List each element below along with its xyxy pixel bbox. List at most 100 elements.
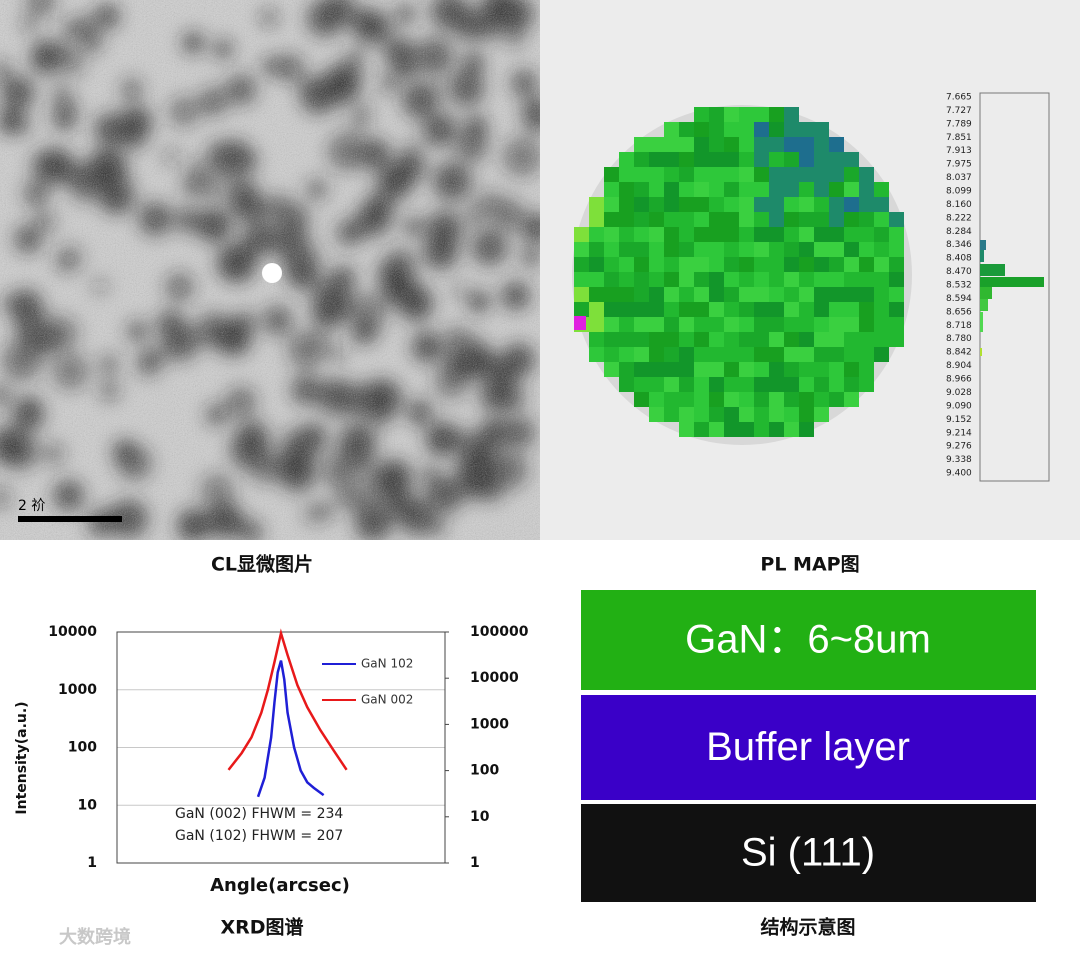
pl-cell [574,302,589,317]
pl-cell [634,227,649,242]
pl-cell [709,317,724,332]
scale-label: 8.284 [946,227,972,237]
pl-cell [664,152,679,167]
pl-cell [709,347,724,362]
pl-cell [709,362,724,377]
pl-cell [634,287,649,302]
pl-cell [619,317,634,332]
pl-cell [784,167,799,182]
pl-cell [829,242,844,257]
pl-cell [889,257,904,272]
pl-cell [754,197,769,212]
pl-cell [784,317,799,332]
pl-cell [709,272,724,287]
pl-cell [814,137,829,152]
pl-cell [799,227,814,242]
scale-label: 7.727 [946,106,972,116]
pl-cell [799,362,814,377]
pl-cell [709,392,724,407]
pl-cell [754,182,769,197]
pl-cell [694,377,709,392]
pl-cell [739,377,754,392]
pl-cell [679,182,694,197]
pl-cell [724,107,739,122]
pl-cell [799,422,814,437]
pl-cell [769,242,784,257]
pl-cell [754,122,769,137]
pl-cell [694,272,709,287]
pl-cell [679,167,694,182]
pl-cell [664,362,679,377]
pl-cell [799,122,814,137]
pl-cell [874,257,889,272]
pl-cell [784,272,799,287]
pl-cell [604,242,619,257]
x-axis-label: Angle(arcsec) [210,875,350,896]
pl-cell [679,392,694,407]
pl-cell [679,152,694,167]
pl-cell [769,197,784,212]
pl-cell [604,212,619,227]
pl-cell [649,317,664,332]
pl-cell [619,302,634,317]
pl-cell [649,407,664,422]
y-tick-label: 1 [87,855,97,871]
pl-cell [784,422,799,437]
pl-cell [799,152,814,167]
scale-label: 7.975 [946,160,972,170]
scale-label: 2 祄 [18,497,45,514]
pl-cell [679,242,694,257]
pl-cell [769,212,784,227]
pl-cell [769,122,784,137]
pl-cell [574,287,589,302]
scale-label: 8.904 [946,361,972,371]
pl-cell [709,107,724,122]
pl-cell [784,332,799,347]
pl-cell [769,317,784,332]
pl-cell [814,122,829,137]
pl-cell [799,302,814,317]
pl-cell [619,167,634,182]
pl-cell [769,347,784,362]
pl-cell [619,272,634,287]
pl-cell [739,227,754,242]
pl-cell [649,272,664,287]
pl-cell [754,242,769,257]
pl-cell [694,107,709,122]
pl-cell [814,272,829,287]
pl-cell [619,242,634,257]
pl-cell [574,257,589,272]
pl-cell [829,362,844,377]
pl-cell [739,182,754,197]
pl-cell [814,302,829,317]
pl-cell [694,182,709,197]
pl-cell [739,332,754,347]
pl-cell [799,197,814,212]
scale-label: 8.656 [946,307,972,317]
pl-cell [874,317,889,332]
caption: 结构示意图 [760,916,855,939]
pl-cell [739,107,754,122]
scale-label: 8.966 [946,375,972,385]
pl-cell [814,287,829,302]
pl-cell [814,377,829,392]
pl-cell [844,197,859,212]
pl-cell [889,272,904,287]
y2-tick-label: 10 [470,809,490,825]
scale-label: 9.276 [946,442,972,452]
pl-cell [844,167,859,182]
pl-cell [724,182,739,197]
pl-cell [844,242,859,257]
scale-label: 9.338 [946,455,972,465]
pl-cell [874,272,889,287]
pl-cell [844,302,859,317]
pl-cell [754,332,769,347]
pl-cell [724,242,739,257]
y-tick-label: 1000 [58,682,97,698]
pl-cell [604,227,619,242]
series-line [227,628,348,771]
scale-label: 7.789 [946,119,972,129]
pl-cell [814,407,829,422]
y-tick-label: 10 [78,797,98,813]
pl-cell [739,362,754,377]
